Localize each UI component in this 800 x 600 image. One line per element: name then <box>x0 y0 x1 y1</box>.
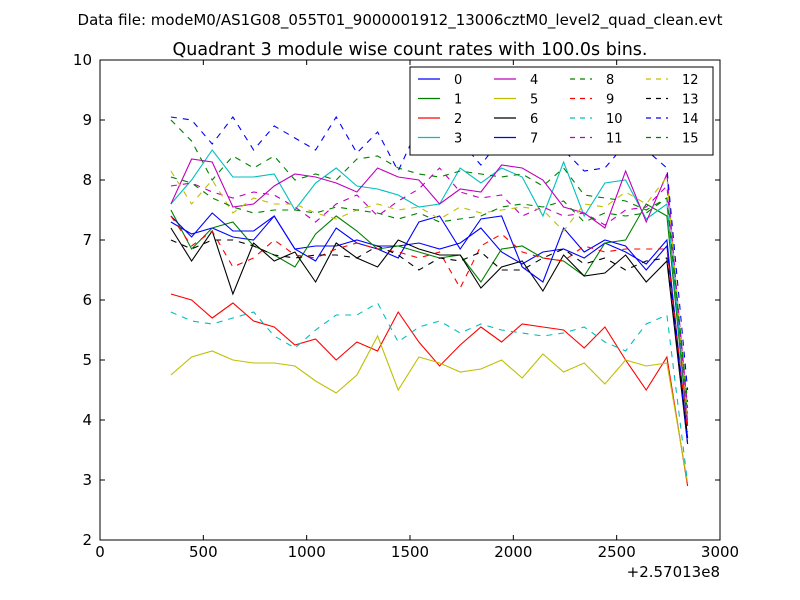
legend-label-0: 0 <box>454 73 462 88</box>
legend-label-7: 7 <box>530 132 538 147</box>
legend-label-10: 10 <box>606 112 623 127</box>
series-line-12 <box>170 170 689 421</box>
legend-label-9: 9 <box>606 93 614 108</box>
series-line-15 <box>170 176 689 403</box>
figure-suptitle: Data file: modeM0/AS1G08_055T01_90000019… <box>78 11 723 30</box>
legend-label-4: 4 <box>530 73 538 88</box>
x-tick-label: 3000 <box>701 543 739 561</box>
series-line-2 <box>170 293 689 487</box>
y-tick-label: 3 <box>82 471 92 489</box>
legend-box <box>409 66 714 156</box>
series-line-1 <box>170 203 689 427</box>
x-tick-label: 1000 <box>288 543 326 561</box>
y-tick-label: 8 <box>82 171 92 189</box>
legend-label-5: 5 <box>530 93 538 108</box>
legend-label-14: 14 <box>682 112 699 127</box>
series-line-8 <box>170 119 689 415</box>
y-tick-label: 6 <box>82 291 92 309</box>
legend-label-3: 3 <box>454 132 462 147</box>
y-tick-label: 5 <box>82 351 92 369</box>
series-line-7 <box>170 212 689 445</box>
y-tick-label: 4 <box>82 411 92 429</box>
legend-label-15: 15 <box>682 132 699 147</box>
legend-label-6: 6 <box>530 112 538 127</box>
series-line-14 <box>170 115 689 391</box>
x-offset-label: +2.57013e8 <box>627 563 720 581</box>
y-tick-label: 7 <box>82 231 92 249</box>
x-tick-label: 1500 <box>391 543 429 561</box>
y-tick-label: 10 <box>73 51 92 69</box>
y-tick-label: 9 <box>82 111 92 129</box>
series-line-6 <box>170 227 689 445</box>
series-line-3 <box>170 149 689 421</box>
legend-label-12: 12 <box>682 73 699 88</box>
legend-label-8: 8 <box>606 73 614 88</box>
y-tick-label: 2 <box>82 531 92 549</box>
series-line-9 <box>170 215 689 433</box>
x-tick-label: 2500 <box>598 543 636 561</box>
series-line-10 <box>170 302 689 484</box>
series-line-13 <box>170 239 689 439</box>
legend-label-11: 11 <box>606 132 623 147</box>
series-line-4 <box>170 158 689 427</box>
chart-title: Quadrant 3 module wise count rates with … <box>173 40 648 60</box>
series-line-11 <box>170 167 689 409</box>
x-tick-label: 2000 <box>494 543 532 561</box>
x-tick-label: 500 <box>189 543 218 561</box>
series-line-0 <box>170 215 689 439</box>
x-tick-label: 0 <box>95 543 105 561</box>
series-layer <box>170 115 689 487</box>
series-line-5 <box>170 334 689 484</box>
legend-label-13: 13 <box>682 93 699 108</box>
legend-label-1: 1 <box>454 93 462 108</box>
legend-label-2: 2 <box>454 112 462 127</box>
